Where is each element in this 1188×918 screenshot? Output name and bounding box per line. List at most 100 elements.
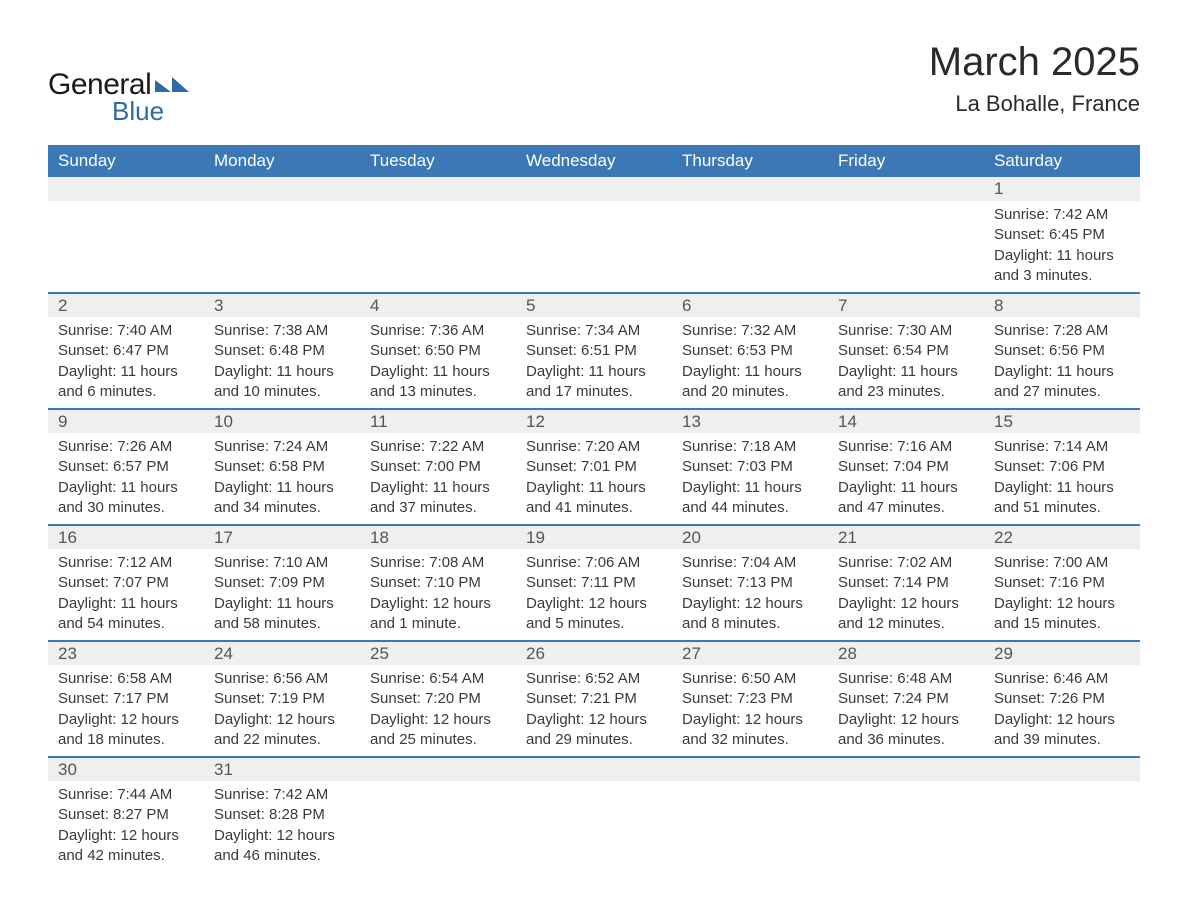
daylight-line: Daylight: 12 hours and 22 minutes. xyxy=(214,710,350,751)
day-number-cell: 11 xyxy=(360,409,516,433)
sunset-line: Sunset: 7:04 PM xyxy=(838,457,974,477)
daylight-line: Daylight: 12 hours and 15 minutes. xyxy=(994,594,1130,635)
day-detail-cell xyxy=(516,201,672,293)
sunset-line: Sunset: 7:06 PM xyxy=(994,457,1130,477)
sunrise-line: Sunrise: 7:32 AM xyxy=(682,321,818,341)
day-number-cell: 5 xyxy=(516,293,672,317)
day-detail-cell xyxy=(516,781,672,872)
day-number-cell: 2 xyxy=(48,293,204,317)
day-detail-cell: Sunrise: 7:44 AMSunset: 8:27 PMDaylight:… xyxy=(48,781,204,872)
weekday-header: Saturday xyxy=(984,145,1140,177)
sunset-line: Sunset: 7:17 PM xyxy=(58,689,194,709)
day-number-cell: 13 xyxy=(672,409,828,433)
sunset-line: Sunset: 6:48 PM xyxy=(214,341,350,361)
day-number-cell xyxy=(516,177,672,201)
day-number-cell xyxy=(360,177,516,201)
day-number-cell: 20 xyxy=(672,525,828,549)
day-number-cell: 25 xyxy=(360,641,516,665)
daylight-line: Daylight: 11 hours and 17 minutes. xyxy=(526,362,662,403)
sunrise-line: Sunrise: 6:46 AM xyxy=(994,669,1130,689)
day-number-cell: 8 xyxy=(984,293,1140,317)
day-number-cell: 10 xyxy=(204,409,360,433)
day-detail-cell xyxy=(360,781,516,872)
sunset-line: Sunset: 7:21 PM xyxy=(526,689,662,709)
day-detail-cell: Sunrise: 7:14 AMSunset: 7:06 PMDaylight:… xyxy=(984,433,1140,525)
day-number-cell: 12 xyxy=(516,409,672,433)
sunset-line: Sunset: 8:28 PM xyxy=(214,805,350,825)
daylight-line: Daylight: 11 hours and 27 minutes. xyxy=(994,362,1130,403)
daylight-line: Daylight: 11 hours and 30 minutes. xyxy=(58,478,194,519)
weekday-header: Wednesday xyxy=(516,145,672,177)
week-daynum-row: 9101112131415 xyxy=(48,409,1140,433)
day-number-cell: 30 xyxy=(48,757,204,781)
calendar-table: SundayMondayTuesdayWednesdayThursdayFrid… xyxy=(48,145,1140,872)
sunset-line: Sunset: 7:19 PM xyxy=(214,689,350,709)
month-title: March 2025 xyxy=(929,40,1140,85)
day-detail-cell: Sunrise: 6:48 AMSunset: 7:24 PMDaylight:… xyxy=(828,665,984,757)
daylight-line: Daylight: 12 hours and 42 minutes. xyxy=(58,826,194,867)
day-detail-cell: Sunrise: 7:32 AMSunset: 6:53 PMDaylight:… xyxy=(672,317,828,409)
weekday-header: Thursday xyxy=(672,145,828,177)
sunset-line: Sunset: 7:11 PM xyxy=(526,573,662,593)
day-number-cell: 19 xyxy=(516,525,672,549)
day-number-cell xyxy=(828,177,984,201)
day-detail-cell: Sunrise: 6:54 AMSunset: 7:20 PMDaylight:… xyxy=(360,665,516,757)
daylight-line: Daylight: 12 hours and 5 minutes. xyxy=(526,594,662,635)
sunrise-line: Sunrise: 6:54 AM xyxy=(370,669,506,689)
day-detail-cell: Sunrise: 7:38 AMSunset: 6:48 PMDaylight:… xyxy=(204,317,360,409)
daylight-line: Daylight: 11 hours and 13 minutes. xyxy=(370,362,506,403)
day-number-cell: 14 xyxy=(828,409,984,433)
sunset-line: Sunset: 7:03 PM xyxy=(682,457,818,477)
week-daynum-row: 16171819202122 xyxy=(48,525,1140,549)
sunset-line: Sunset: 6:50 PM xyxy=(370,341,506,361)
week-detail-row: Sunrise: 6:58 AMSunset: 7:17 PM Daylight:… xyxy=(48,665,1140,757)
sunset-line: Sunset: 7:16 PM xyxy=(994,573,1130,593)
sunrise-line: Sunrise: 7:14 AM xyxy=(994,437,1130,457)
sunrise-line: Sunrise: 7:34 AM xyxy=(526,321,662,341)
day-detail-cell: Sunrise: 7:08 AMSunset: 7:10 PMDaylight:… xyxy=(360,549,516,641)
sunrise-line: Sunrise: 7:16 AM xyxy=(838,437,974,457)
day-detail-cell: Sunrise: 7:00 AMSunset: 7:16 PMDaylight:… xyxy=(984,549,1140,641)
page-header: General Blue March 2025 La Bohalle, Fran… xyxy=(48,40,1140,127)
day-number-cell: 6 xyxy=(672,293,828,317)
daylight-line: Daylight: 11 hours and 47 minutes. xyxy=(838,478,974,519)
daylight-line: Daylight: 12 hours and 32 minutes. xyxy=(682,710,818,751)
sunset-line: Sunset: 7:00 PM xyxy=(370,457,506,477)
day-detail-cell: Sunrise: 7:18 AMSunset: 7:03 PMDaylight:… xyxy=(672,433,828,525)
sunrise-line: Sunrise: 7:00 AM xyxy=(994,553,1130,573)
day-detail-cell xyxy=(828,781,984,872)
sunrise-line: Sunrise: 7:20 AM xyxy=(526,437,662,457)
day-number-cell xyxy=(828,757,984,781)
sunrise-line: Sunrise: 7:08 AM xyxy=(370,553,506,573)
week-daynum-row: 23242526272829 xyxy=(48,641,1140,665)
day-detail-cell: Sunrise: 7:20 AMSunset: 7:01 PMDaylight:… xyxy=(516,433,672,525)
day-number-cell: 9 xyxy=(48,409,204,433)
sunset-line: Sunset: 6:53 PM xyxy=(682,341,818,361)
day-number-cell xyxy=(48,177,204,201)
day-number-cell: 28 xyxy=(828,641,984,665)
sunrise-line: Sunrise: 7:18 AM xyxy=(682,437,818,457)
day-detail-cell: Sunrise: 7:10 AMSunset: 7:09 PMDaylight:… xyxy=(204,549,360,641)
week-daynum-row: 2345678 xyxy=(48,293,1140,317)
day-detail-cell: Sunrise: 6:52 AMSunset: 7:21 PMDaylight:… xyxy=(516,665,672,757)
sunrise-line: Sunrise: 7:30 AM xyxy=(838,321,974,341)
sunrise-line: Sunrise: 6:58 AM xyxy=(58,669,194,689)
daylight-line: Daylight: 11 hours and 54 minutes. xyxy=(58,594,194,635)
sunset-line: Sunset: 6:54 PM xyxy=(838,341,974,361)
day-detail-cell xyxy=(48,201,204,293)
day-detail-cell xyxy=(828,201,984,293)
weekday-header: Monday xyxy=(204,145,360,177)
sunrise-line: Sunrise: 7:02 AM xyxy=(838,553,974,573)
week-daynum-row: 3031 xyxy=(48,757,1140,781)
sunset-line: Sunset: 7:07 PM xyxy=(58,573,194,593)
daylight-line: Daylight: 11 hours and 41 minutes. xyxy=(526,478,662,519)
day-detail-cell xyxy=(984,781,1140,872)
daylight-line: Daylight: 12 hours and 39 minutes. xyxy=(994,710,1130,751)
brand-logo: General Blue xyxy=(48,68,189,127)
sunrise-line: Sunrise: 7:22 AM xyxy=(370,437,506,457)
sunset-line: Sunset: 6:47 PM xyxy=(58,341,194,361)
weekday-header: Friday xyxy=(828,145,984,177)
day-detail-cell: Sunrise: 6:58 AMSunset: 7:17 PMDaylight:… xyxy=(48,665,204,757)
day-number-cell: 15 xyxy=(984,409,1140,433)
day-detail-cell: Sunrise: 7:42 AMSunset: 6:45 PMDaylight:… xyxy=(984,201,1140,293)
